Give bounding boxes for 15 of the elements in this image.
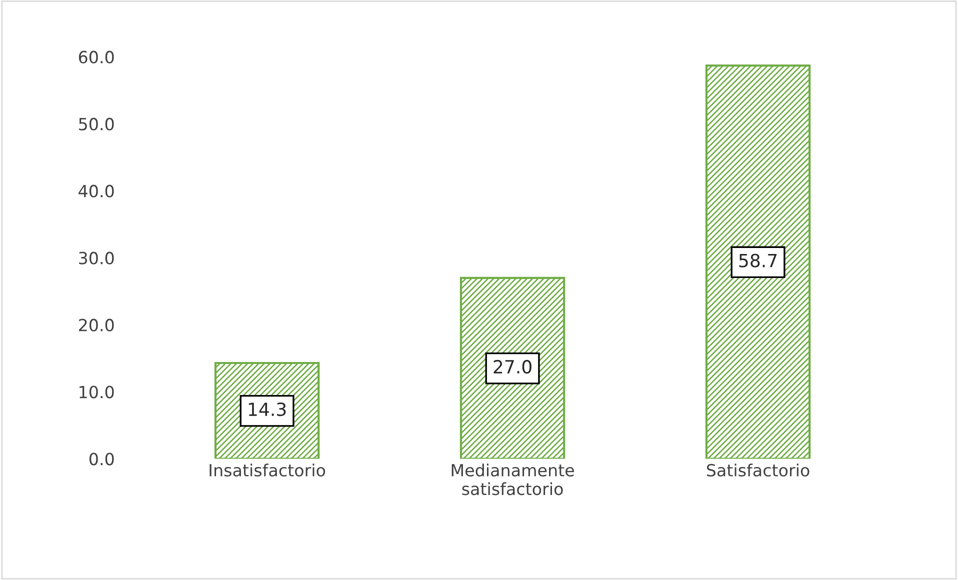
x-tick-label: Insatisfactorio <box>210 464 326 477</box>
y-tick-label: 0.0 <box>89 452 114 466</box>
bar <box>705 64 811 459</box>
data-label: 14.3 <box>248 402 286 416</box>
data-label: 27.0 <box>494 360 532 374</box>
y-tick-label: 50.0 <box>79 118 114 130</box>
y-tick-label: 40.0 <box>78 184 114 198</box>
y-tick-label: 60.0 <box>78 50 114 64</box>
x-tick-label: Medianamente satisfactorio <box>452 464 574 496</box>
y-tick-label: 10.0 <box>80 386 114 398</box>
y-tick-label: 30.0 <box>79 252 114 264</box>
y-tick-label: 20.0 <box>79 318 114 332</box>
data-label: 58.7 <box>739 254 777 268</box>
bar <box>460 276 566 459</box>
x-tick-label: Satisfactorio <box>706 464 810 477</box>
